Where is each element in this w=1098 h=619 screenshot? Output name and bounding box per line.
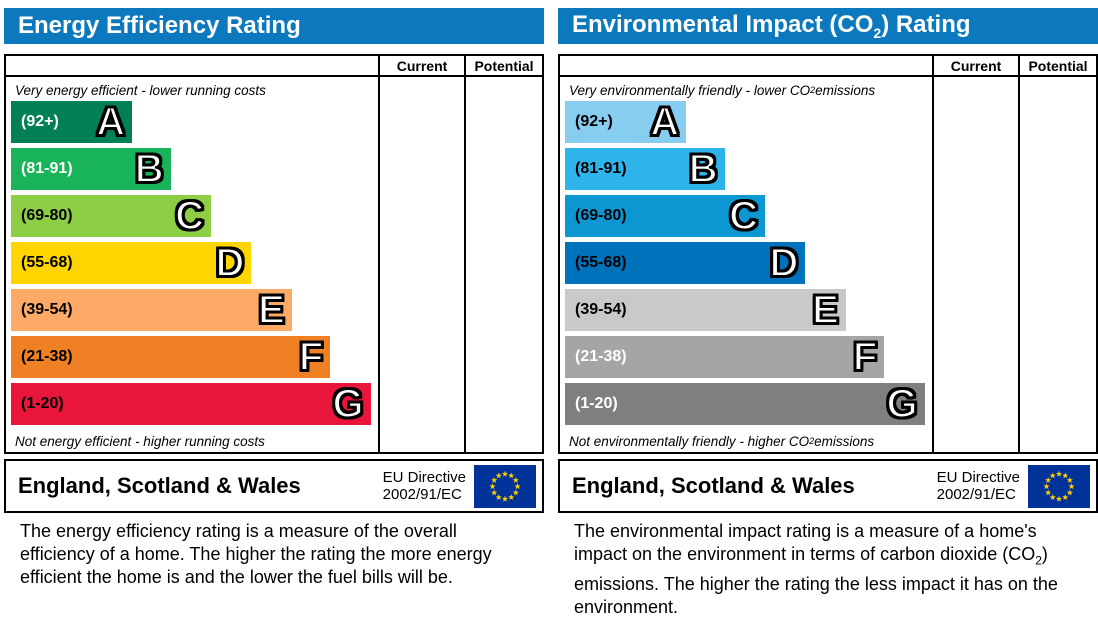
band-letter: G bbox=[332, 382, 365, 426]
energy-rating-table: Current Potential Very energy efficient … bbox=[4, 54, 544, 454]
band-letter: B bbox=[134, 147, 165, 191]
band-letter: A bbox=[649, 100, 680, 144]
rating-bands-column: Very energy efficient - lower running co… bbox=[6, 77, 378, 452]
band-range-label: (39-54) bbox=[575, 301, 627, 318]
band-row: (81-91) B bbox=[565, 148, 932, 190]
band-letter: E bbox=[257, 288, 286, 332]
band-range-label: (1-20) bbox=[575, 395, 618, 412]
table-body: Very energy efficient - lower running co… bbox=[6, 77, 542, 452]
eu-flag-icon bbox=[1028, 464, 1090, 508]
band-letter: C bbox=[728, 194, 759, 238]
band-range-label: (21-38) bbox=[21, 348, 73, 365]
rating-band-d: (55-68) D bbox=[565, 241, 806, 285]
column-header-current: Current bbox=[932, 56, 1018, 75]
band-letter: G bbox=[886, 382, 919, 426]
rating-band-d: (55-68) D bbox=[11, 241, 252, 285]
band-row: (39-54) E bbox=[565, 289, 932, 331]
band-range-label: (55-68) bbox=[21, 254, 73, 271]
table-header-row: Current Potential bbox=[560, 56, 1096, 77]
environmental-impact-panel: Environmental Impact (CO2) Rating Curren… bbox=[558, 8, 1098, 617]
band-letter: A bbox=[95, 100, 126, 144]
band-letter: C bbox=[174, 194, 205, 238]
rating-band-b: (81-91) B bbox=[11, 148, 171, 190]
band-letter: D bbox=[768, 241, 799, 285]
rating-bands-column: Very environmentally friendly - lower CO… bbox=[560, 77, 932, 452]
energy-efficiency-panel: Energy Efficiency Rating Current Potenti… bbox=[4, 8, 544, 613]
band-row: (21-38) F bbox=[11, 336, 378, 378]
bottom-caption: Not energy efficient - higher running co… bbox=[15, 433, 265, 449]
jurisdiction-footer: England, Scotland & Wales EU Directive 2… bbox=[558, 459, 1098, 513]
rating-band-a: (92+) A bbox=[565, 100, 687, 144]
rating-band-c: (69-80) C bbox=[11, 195, 211, 237]
band-range-label: (39-54) bbox=[21, 301, 73, 318]
table-body: Very environmentally friendly - lower CO… bbox=[560, 77, 1096, 452]
band-range-label: (92+) bbox=[21, 113, 59, 130]
band-range-label: (1-20) bbox=[21, 395, 64, 412]
band-row: (1-20) G bbox=[11, 383, 378, 425]
band-range-label: (69-80) bbox=[21, 207, 73, 224]
jurisdiction-footer: England, Scotland & Wales EU Directive 2… bbox=[4, 459, 544, 513]
column-header-potential: Potential bbox=[1018, 56, 1096, 75]
rating-band-f: (21-38) F bbox=[11, 335, 331, 379]
band-row: (69-80) C bbox=[565, 195, 932, 237]
band-row: (92+) A bbox=[565, 101, 932, 143]
environmental-rating-description: The environmental impact rating is a mea… bbox=[574, 521, 1058, 617]
jurisdiction-label: England, Scotland & Wales bbox=[572, 473, 855, 498]
band-letter: D bbox=[214, 241, 245, 285]
band-row: (55-68) D bbox=[565, 242, 932, 284]
eu-flag-icon bbox=[474, 464, 536, 508]
band-row: (1-20) G bbox=[565, 383, 932, 425]
top-caption: Very energy efficient - lower running co… bbox=[15, 82, 266, 98]
column-header-current: Current bbox=[378, 56, 464, 75]
band-letter: E bbox=[811, 288, 840, 332]
environmental-rating-table: Current Potential Very environmentally f… bbox=[558, 54, 1098, 454]
potential-rating-column bbox=[464, 77, 542, 452]
band-range-label: (21-38) bbox=[575, 348, 627, 365]
band-row: (55-68) D bbox=[11, 242, 378, 284]
header-spacer-cell bbox=[6, 56, 378, 75]
table-header-row: Current Potential bbox=[6, 56, 542, 77]
rating-band-e: (39-54) E bbox=[565, 289, 846, 331]
band-letter: F bbox=[852, 335, 878, 379]
panel-title-bar: Environmental Impact (CO2) Rating bbox=[558, 8, 1098, 44]
band-row: (81-91) B bbox=[11, 148, 378, 190]
rating-band-a: (92+) A bbox=[11, 100, 133, 144]
band-letter: B bbox=[688, 147, 719, 191]
rating-band-b: (81-91) B bbox=[565, 148, 725, 190]
rating-band-e: (39-54) E bbox=[11, 289, 292, 331]
jurisdiction-label: England, Scotland & Wales bbox=[18, 473, 301, 498]
rating-band-g: (1-20) G bbox=[565, 383, 925, 425]
band-row: (39-54) E bbox=[11, 289, 378, 331]
column-header-potential: Potential bbox=[464, 56, 542, 75]
current-rating-column bbox=[378, 77, 464, 452]
eu-directive-label: EU Directive 2002/91/EC bbox=[382, 468, 466, 503]
page-title: Environmental Impact (CO2) Rating bbox=[572, 11, 971, 41]
top-caption: Very environmentally friendly - lower CO… bbox=[569, 82, 876, 98]
band-range-label: (55-68) bbox=[575, 254, 627, 271]
rating-band-g: (1-20) G bbox=[11, 383, 371, 425]
rating-band-f: (21-38) F bbox=[565, 335, 885, 379]
band-row: (69-80) C bbox=[11, 195, 378, 237]
header-spacer-cell bbox=[560, 56, 932, 75]
panel-title-bar: Energy Efficiency Rating bbox=[4, 8, 544, 44]
current-rating-column bbox=[932, 77, 1018, 452]
band-range-label: (81-91) bbox=[21, 160, 73, 177]
band-letter: F bbox=[298, 335, 324, 379]
potential-rating-column bbox=[1018, 77, 1096, 452]
bottom-caption: Not environmentally friendly - higher CO… bbox=[569, 433, 875, 449]
band-range-label: (92+) bbox=[575, 113, 613, 130]
band-range-label: (69-80) bbox=[575, 207, 627, 224]
band-range-label: (81-91) bbox=[575, 160, 627, 177]
band-row: (92+) A bbox=[11, 101, 378, 143]
eu-directive-label: EU Directive 2002/91/EC bbox=[936, 468, 1020, 503]
page-title: Energy Efficiency Rating bbox=[18, 12, 301, 39]
rating-band-c: (69-80) C bbox=[565, 195, 765, 237]
band-row: (21-38) F bbox=[565, 336, 932, 378]
energy-rating-description: The energy efficiency rating is a measur… bbox=[20, 521, 492, 587]
